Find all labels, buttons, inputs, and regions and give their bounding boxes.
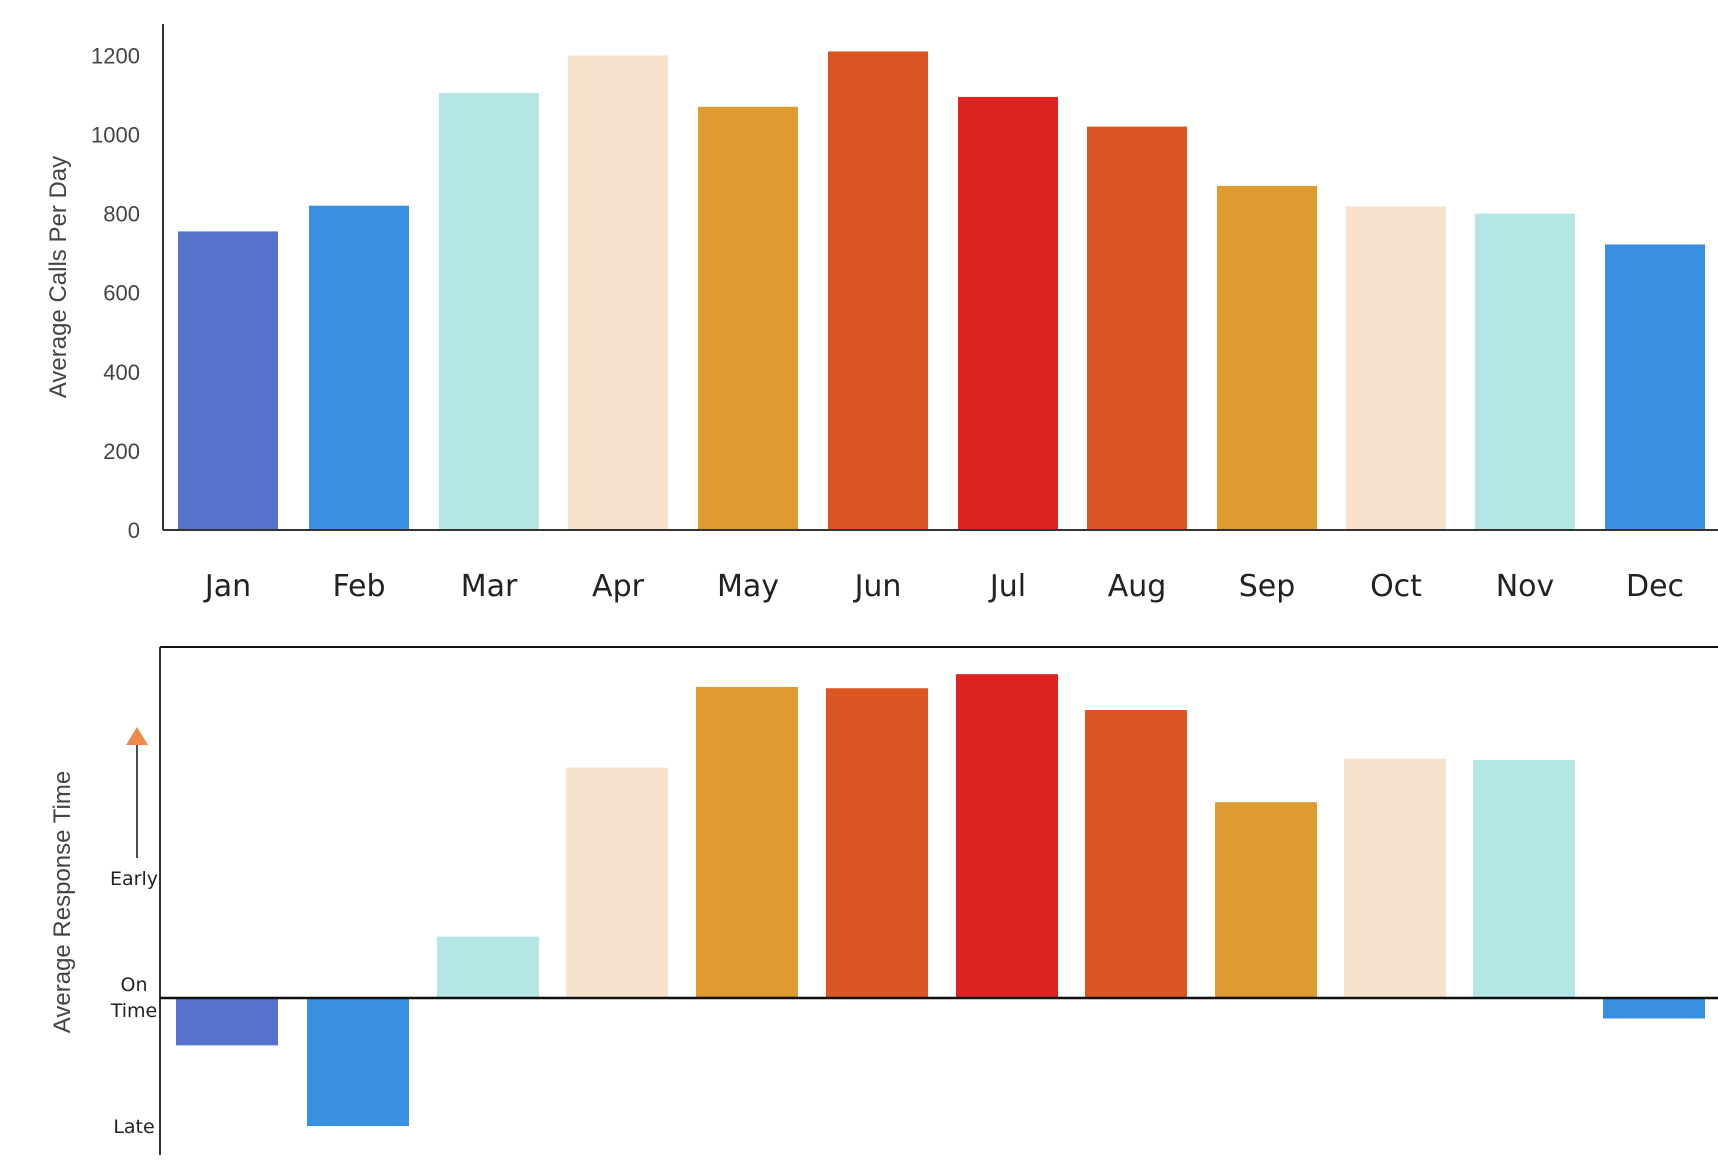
calls-y-tick-label: 0 (128, 518, 140, 543)
response-bar-jun (826, 688, 928, 998)
response-bar-may (696, 686, 798, 998)
calls-bar-apr (568, 55, 668, 531)
month-label-aug: Aug (1108, 569, 1167, 604)
calls-bar-jul (958, 96, 1058, 531)
response-bar-jan (176, 998, 278, 1046)
calls-chart: 0 200 400 600 800 1000 1200 Jan Feb Mar Apr May Jun J… (45, 24, 1718, 604)
month-label-mar: Mar (461, 569, 518, 604)
early-arrow-head-icon (126, 727, 148, 745)
calls-bar-jun (828, 51, 928, 530)
response-bar-aug (1085, 710, 1187, 998)
calls-y-tick-label: 1000 (91, 123, 140, 148)
calls-bar-dec (1605, 244, 1705, 530)
response-bar-dec (1603, 998, 1705, 1019)
calls-y-tick-label: 400 (103, 360, 140, 385)
calls-y-tick-label: 800 (103, 202, 140, 227)
calls-y-tick-label: 1200 (91, 43, 140, 68)
response-bar-nov (1473, 759, 1575, 998)
response-bar-mar (437, 936, 539, 998)
calls-bar-mar (439, 92, 539, 530)
calls-y-tick-label: 600 (103, 281, 140, 306)
calls-y-tick-label: 200 (103, 439, 140, 464)
response-bar-sep (1215, 802, 1317, 998)
calls-bar-aug (1087, 126, 1187, 530)
response-bar-oct (1344, 758, 1446, 998)
calls-bar-sep (1217, 185, 1317, 531)
month-label-jan: Jan (203, 569, 251, 604)
calls-bar-nov (1475, 213, 1575, 530)
response-y-axis-title: Average Response Time (49, 771, 76, 1033)
month-label-sep: Sep (1239, 569, 1296, 604)
month-label-dec: Dec (1626, 569, 1684, 604)
response-bar-apr (566, 767, 668, 998)
month-label-may: May (717, 569, 779, 604)
late-label: Late (113, 1116, 154, 1138)
month-label-feb: Feb (332, 569, 385, 604)
calls-bar-feb (309, 205, 409, 530)
calls-bar-oct (1346, 206, 1446, 530)
month-label-apr: Apr (592, 569, 645, 604)
month-label-jun: Jun (853, 569, 902, 604)
early-label: Early (110, 868, 158, 890)
month-label-jul: Jul (988, 569, 1026, 604)
on-time-label-line1: On (121, 974, 148, 996)
on-time-label-line2: Time (110, 1000, 158, 1022)
calls-bar-jan (178, 231, 278, 530)
calls-y-axis-title: Average Calls Per Day (45, 156, 72, 398)
response-bar-feb (307, 998, 409, 1126)
month-label-oct: Oct (1370, 569, 1422, 604)
month-label-nov: Nov (1496, 569, 1555, 604)
calls-bar-may (698, 106, 798, 530)
response-bar-jul (956, 674, 1058, 998)
response-time-chart: Early On Time Late Average Response Time (49, 646, 1718, 1155)
